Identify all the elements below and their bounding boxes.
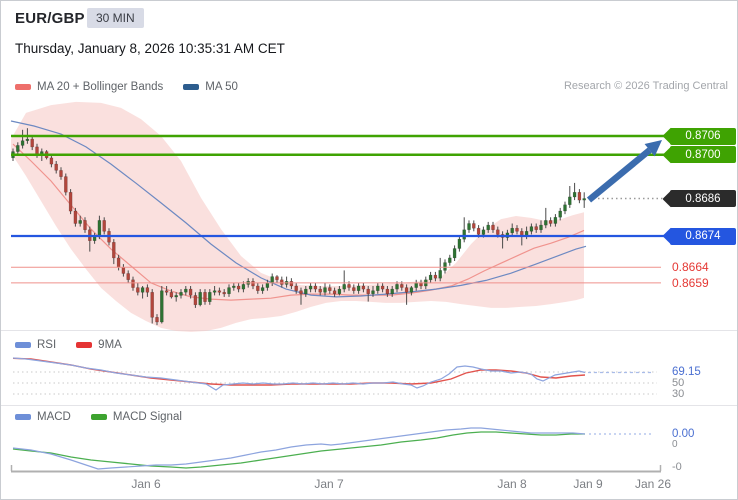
macd-current-value: 0.00 [672, 428, 695, 440]
attribution-text: Research © 2026 Trading Central [563, 80, 728, 92]
tag-resistance-0-8700: 0.8700 [662, 146, 736, 164]
x-axis-label-jan-7: Jan 7 [314, 477, 344, 491]
macd-legend: MACD MACD Signal [15, 411, 196, 423]
tag-last-price-0-8686: 0.8686 [662, 190, 736, 207]
ma20-bollinger-legend-label: MA 20 + Bollinger Bands [37, 81, 164, 93]
label-support-0-8659: 0.8659 [672, 275, 709, 290]
tag-label: 0.8706 [685, 130, 721, 142]
macd-tick-minus0: -0 [672, 461, 682, 473]
macd-swatch-icon [15, 414, 31, 420]
ma50-legend-label: MA 50 [205, 81, 238, 93]
x-axis-label-jan-6: Jan 6 [131, 477, 161, 491]
tag-label: 0.8700 [685, 148, 721, 161]
rsi-tick-30: 30 [672, 388, 685, 400]
label-support-0-8664: 0.8664 [672, 260, 709, 275]
rsi-swatch-icon [15, 342, 31, 348]
macd-tick-0: 0 [672, 439, 678, 450]
pair-title: EUR/GBP [15, 10, 85, 27]
rsi-9ma-swatch-icon [76, 342, 93, 348]
x-axis-label-jan-8: Jan 8 [497, 477, 527, 491]
timeframe-badge: 30 MIN [87, 8, 144, 28]
price-legend: MA 20 + Bollinger Bands MA 50 [15, 81, 252, 93]
macd-signal-swatch-icon [90, 414, 107, 420]
tag-label: 0.8686 [685, 192, 721, 205]
tag-label: 0.8674 [685, 230, 721, 242]
rsi-9ma-legend-label: 9MA [98, 339, 122, 351]
rsi-current-value: 69.15 [672, 366, 701, 378]
tag-support-0-8674: 0.8674 [662, 227, 736, 245]
rsi-legend-label: RSI [37, 339, 57, 351]
rsi-tick-50: 50 [672, 377, 685, 389]
x-axis-label-jan-9: Jan 9 [573, 477, 603, 491]
macd-signal-legend-label: MACD Signal [112, 411, 182, 423]
ma20-bollinger-swatch-icon [15, 84, 31, 90]
macd-legend-label: MACD [37, 411, 71, 423]
ma50-swatch-icon [183, 84, 200, 90]
x-axis-label-jan-26: Jan 26 [634, 477, 672, 491]
tag-resistance-0-8706: 0.8706 [662, 127, 736, 145]
rsi-legend: RSI 9MA [15, 339, 136, 351]
chart-datetime: Thursday, January 8, 2026 10:35:31 AM CE… [15, 41, 285, 56]
